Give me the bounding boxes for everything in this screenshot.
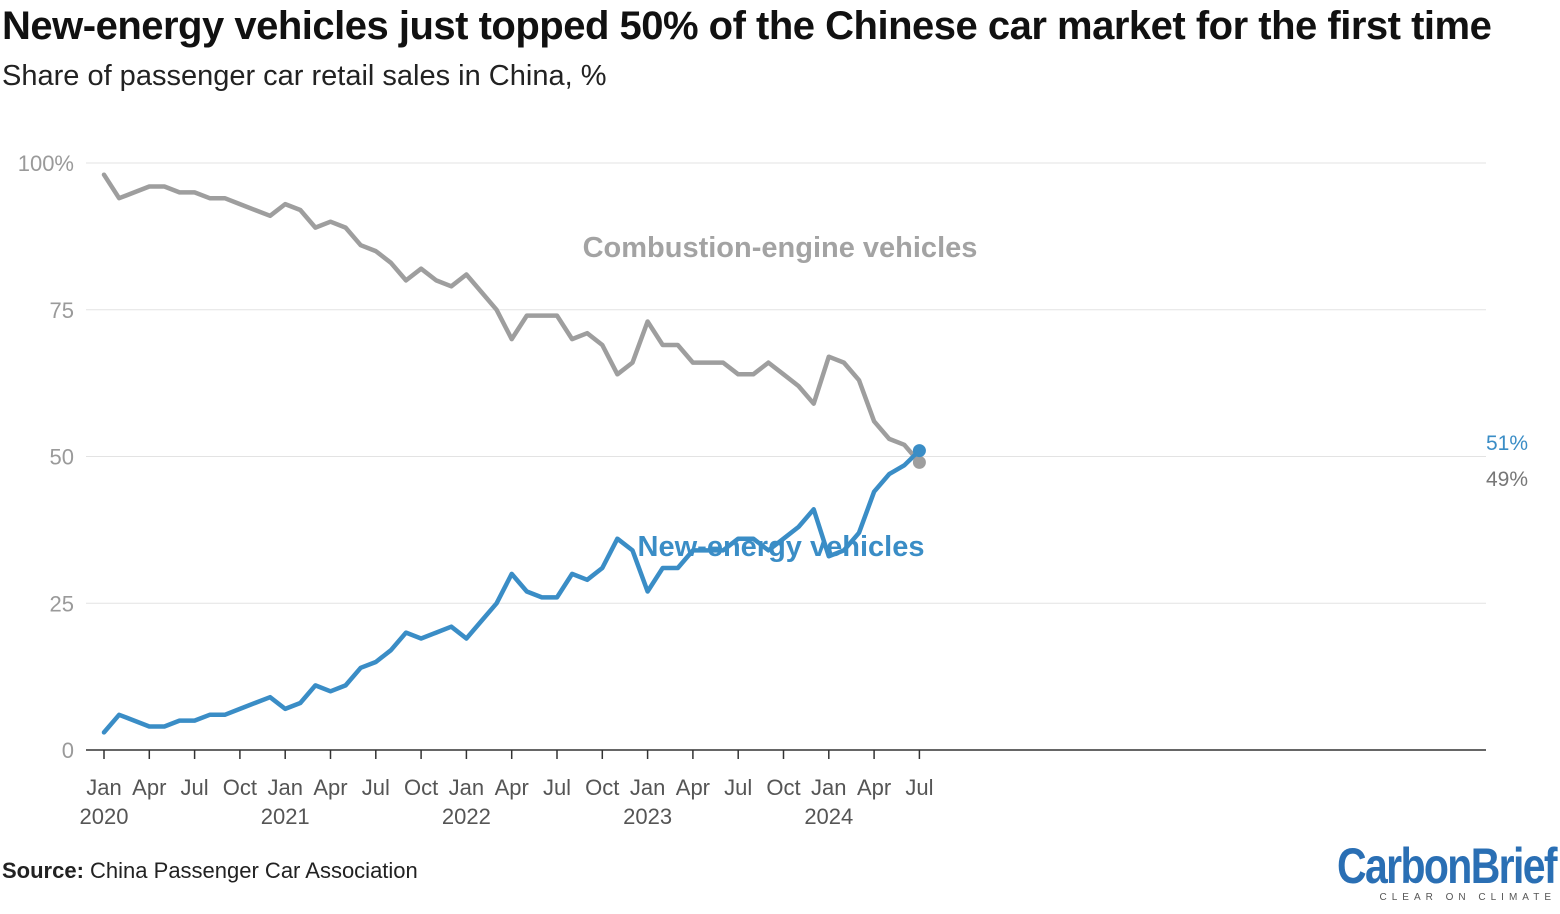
- y-tick-label: 75: [50, 298, 74, 323]
- y-tick-label: 25: [50, 591, 74, 616]
- x-tick-label: Jul: [362, 775, 390, 800]
- new-energy-line: [101, 448, 922, 735]
- new-energy-series-label: New-energy vehicles: [638, 531, 925, 563]
- x-tick-label: Jan: [86, 775, 121, 800]
- x-tick-label: Jul: [543, 775, 571, 800]
- series-lines: [101, 172, 926, 735]
- x-tick-year: 2023: [623, 804, 672, 829]
- gridlines: [86, 162, 1486, 604]
- x-tick-label: Jan: [811, 775, 846, 800]
- combustion-engine-series-label: Combustion-engine vehicles: [583, 232, 978, 264]
- combustion-engine-end-point: [912, 455, 926, 469]
- x-tick-label: Oct: [223, 775, 257, 800]
- y-axis-ticks: 0 25 50 75 100%: [18, 151, 74, 763]
- x-tick-year: 2022: [442, 804, 491, 829]
- x-tick-label: Jan: [267, 775, 302, 800]
- new-energy-end-point: [912, 444, 926, 458]
- carbonbrief-logo: CarbonBrief CLEAR ON CLIMATE: [1289, 838, 1558, 903]
- source-text: China Passenger Car Association: [90, 858, 418, 883]
- source-label: Source:: [2, 858, 84, 883]
- x-tick-label: Jan: [449, 775, 484, 800]
- combustion-engine-end-label: 49%: [1486, 468, 1528, 491]
- logo-tagline: CLEAR ON CLIMATE: [1379, 892, 1556, 903]
- source-note: Source: China Passenger Car Association: [2, 858, 418, 884]
- x-tick-year: 2020: [80, 804, 129, 829]
- x-tick-label: Jan: [630, 775, 665, 800]
- series-labels: Combustion-engine vehicles New-energy veh…: [583, 232, 1528, 563]
- x-tick-label: Jul: [181, 775, 209, 800]
- x-tick-label: Oct: [766, 775, 800, 800]
- x-tick-label: Jul: [724, 775, 752, 800]
- chart-title: New-energy vehicles just topped 50% of t…: [2, 4, 1492, 48]
- x-tick-year: 2021: [261, 804, 310, 829]
- y-tick-label: 50: [50, 445, 74, 470]
- x-tick-label: Oct: [404, 775, 438, 800]
- x-tick-label: Apr: [857, 775, 891, 800]
- chart-subtitle: Share of passenger car retail sales in C…: [2, 60, 607, 92]
- combustion-engine-line: [101, 172, 922, 465]
- x-tick-label: Apr: [495, 775, 529, 800]
- logo-wordmark: CarbonBrief: [1337, 838, 1558, 894]
- x-tick-label: Apr: [132, 775, 166, 800]
- x-tick-label: Apr: [676, 775, 710, 800]
- y-tick-label: 0: [62, 738, 74, 763]
- x-tick-year: 2024: [804, 804, 853, 829]
- x-tick-label: Jul: [905, 775, 933, 800]
- y-tick-label: 100%: [18, 151, 74, 176]
- x-tick-label: Apr: [313, 775, 347, 800]
- x-tick-label: Oct: [585, 775, 619, 800]
- new-energy-end-label: 51%: [1486, 432, 1528, 455]
